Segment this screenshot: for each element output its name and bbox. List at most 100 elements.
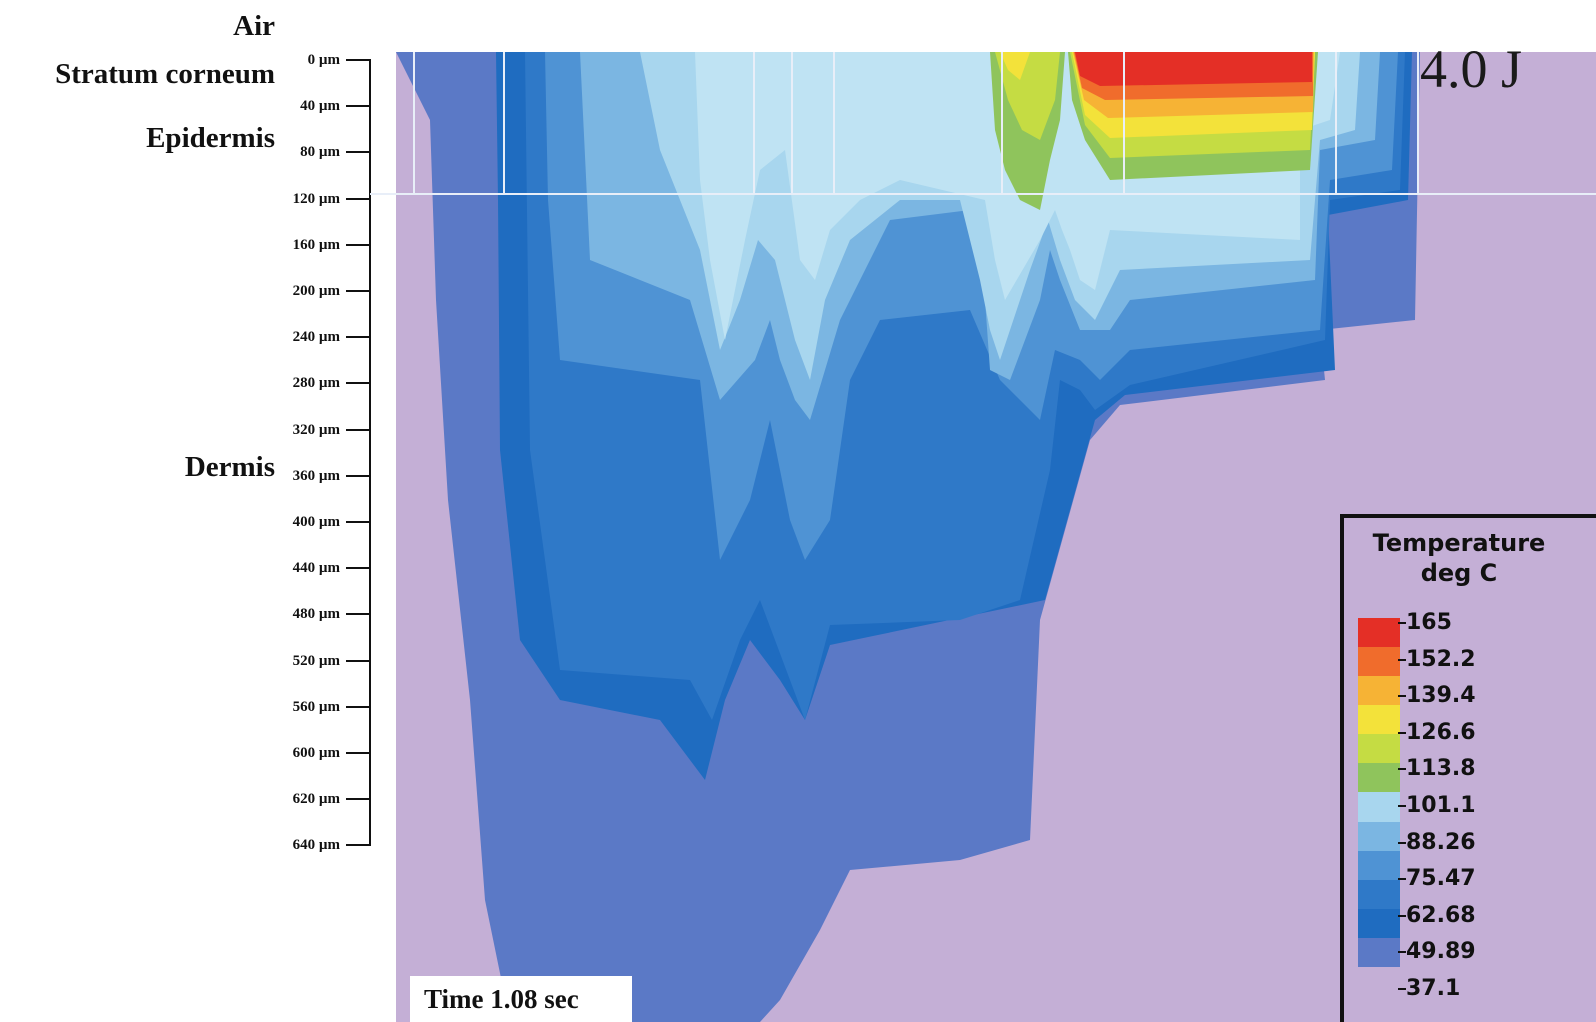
legend-value: 113.8: [1406, 756, 1476, 782]
depth-tick-mark: [346, 151, 370, 154]
depth-tick-mark: [346, 613, 370, 616]
legend-value: 62.68: [1406, 902, 1476, 928]
depth-tick-label: 480 µm: [292, 606, 340, 623]
legend-color-segment: [1358, 676, 1400, 706]
depth-tick-label: 520 µm: [292, 652, 340, 669]
depth-tick-mark: [346, 336, 370, 339]
legend-tick: [1398, 914, 1406, 917]
depth-tick-label: 280 µm: [292, 375, 340, 392]
legend-title-line2: deg C: [1420, 559, 1498, 587]
depth-tick: 0 µm: [250, 50, 370, 70]
layer-label-epidermis: Epidermis: [146, 122, 275, 154]
depth-tick-label: 80 µm: [300, 144, 340, 161]
legend-color-segment: [1358, 879, 1400, 910]
depth-tick-label: 40 µm: [300, 98, 340, 115]
layer-label-stratum-corneum: Stratum corneum: [55, 58, 275, 90]
legend-tick: [1398, 768, 1406, 771]
depth-tick-label: 600 µm: [292, 745, 340, 761]
depth-tick-mark: [346, 798, 370, 801]
depth-axis-line: [369, 59, 371, 846]
time-label: Time 1.08 sec: [410, 976, 632, 1022]
layer-label-dermis: Dermis: [184, 451, 275, 483]
legend-tick: [1398, 841, 1406, 844]
legend-title-line1: Temperature: [1372, 529, 1546, 557]
legend-color-bar: [1358, 618, 1400, 997]
legend-value: 152.2: [1406, 646, 1476, 672]
depth-tick-mark: [346, 428, 370, 431]
depth-tick-label: 360 µm: [292, 467, 340, 484]
legend-color-segment: [1358, 937, 1400, 968]
depth-tick-label: 620 µm: [292, 791, 340, 808]
temperature-legend: Temperature deg C 165 152.2 139.4 126.6 113.…: [1340, 514, 1596, 1022]
legend-color-segment: [1358, 821, 1400, 852]
energy-label: 4.0 J: [1420, 39, 1523, 99]
depth-tick: 360 µm: [250, 466, 370, 486]
depth-tick-mark: [346, 705, 370, 708]
legend-value: 139.4: [1406, 683, 1476, 709]
legend-color-segment: [1358, 966, 1400, 997]
depth-tick-mark: [346, 59, 370, 61]
depth-tick-mark: [346, 290, 370, 292]
depth-tick-mark: [346, 197, 370, 200]
legend-tick: [1398, 731, 1406, 734]
depth-tick: 480 µm: [250, 604, 370, 624]
hot-core-165: [1075, 52, 1312, 86]
legend-value: 49.89: [1406, 939, 1476, 965]
legend-tick: [1398, 695, 1406, 698]
depth-tick-mark: [346, 567, 370, 570]
depth-tick-mark: [346, 243, 370, 246]
depth-tick-mark: [346, 844, 370, 847]
legend-tick: [1398, 878, 1406, 881]
depth-tick: 200 µm: [250, 281, 370, 301]
depth-tick-label: 160 µm: [292, 236, 340, 253]
legend-color-segment: [1358, 705, 1400, 735]
depth-tick: 560 µm: [250, 697, 370, 717]
legend-tick: [1398, 805, 1406, 807]
depth-tick-label: 560 µm: [292, 698, 340, 715]
depth-tick: 240 µm: [250, 327, 370, 347]
depth-tick-label: 240 µm: [292, 329, 340, 346]
depth-tick-label: 200 µm: [292, 283, 340, 299]
depth-tick: 280 µm: [250, 373, 370, 393]
depth-tick: 120 µm: [250, 189, 370, 209]
depth-tick-label: 120 µm: [292, 190, 340, 207]
legend-value: 75.47: [1406, 866, 1476, 892]
depth-tick: 80 µm: [250, 142, 370, 162]
depth-tick: 160 µm: [250, 235, 370, 255]
legend-value: 165: [1406, 610, 1452, 635]
depth-tick: 600 µm: [250, 743, 370, 763]
legend-value: 101.1: [1406, 793, 1476, 818]
legend-title: Temperature deg C: [1344, 528, 1574, 588]
depth-tick-label: 400 µm: [292, 514, 340, 530]
legend-tick: [1398, 988, 1406, 990]
legend-color-segment: [1358, 850, 1400, 881]
depth-tick-label: 0 µm: [307, 52, 340, 68]
legend-color-segment: [1358, 734, 1400, 764]
layer-label-air: Air: [233, 10, 275, 42]
isotherm-126-left: [1000, 52, 1030, 80]
legend-color-segment: [1358, 908, 1400, 939]
depth-tick-label: 640 µm: [292, 837, 340, 854]
legend-tick: [1398, 951, 1406, 954]
legend-value: 88.26: [1406, 829, 1476, 855]
depth-tick-mark: [346, 105, 370, 108]
grid-lines: [413, 52, 1419, 194]
depth-tick: 400 µm: [250, 512, 370, 532]
depth-tick: 320 µm: [250, 420, 370, 440]
depth-tick: 440 µm: [250, 558, 370, 578]
isotherm-114: [995, 52, 1060, 140]
depth-tick-mark: [346, 521, 370, 523]
depth-tick-mark: [346, 659, 370, 662]
legend-value: 126.6: [1406, 719, 1476, 745]
depth-tick-mark: [346, 752, 370, 754]
legend-tick: [1398, 658, 1406, 661]
depth-tick: 40 µm: [250, 96, 370, 116]
depth-tick-label: 320 µm: [292, 421, 340, 438]
depth-tick: 640 µm: [250, 835, 370, 855]
depth-tick: 620 µm: [250, 789, 370, 809]
depth-tick-mark: [346, 474, 370, 477]
legend-color-segment: [1358, 618, 1400, 648]
legend-color-segment: [1358, 647, 1400, 677]
legend-color-segment: [1358, 763, 1400, 793]
